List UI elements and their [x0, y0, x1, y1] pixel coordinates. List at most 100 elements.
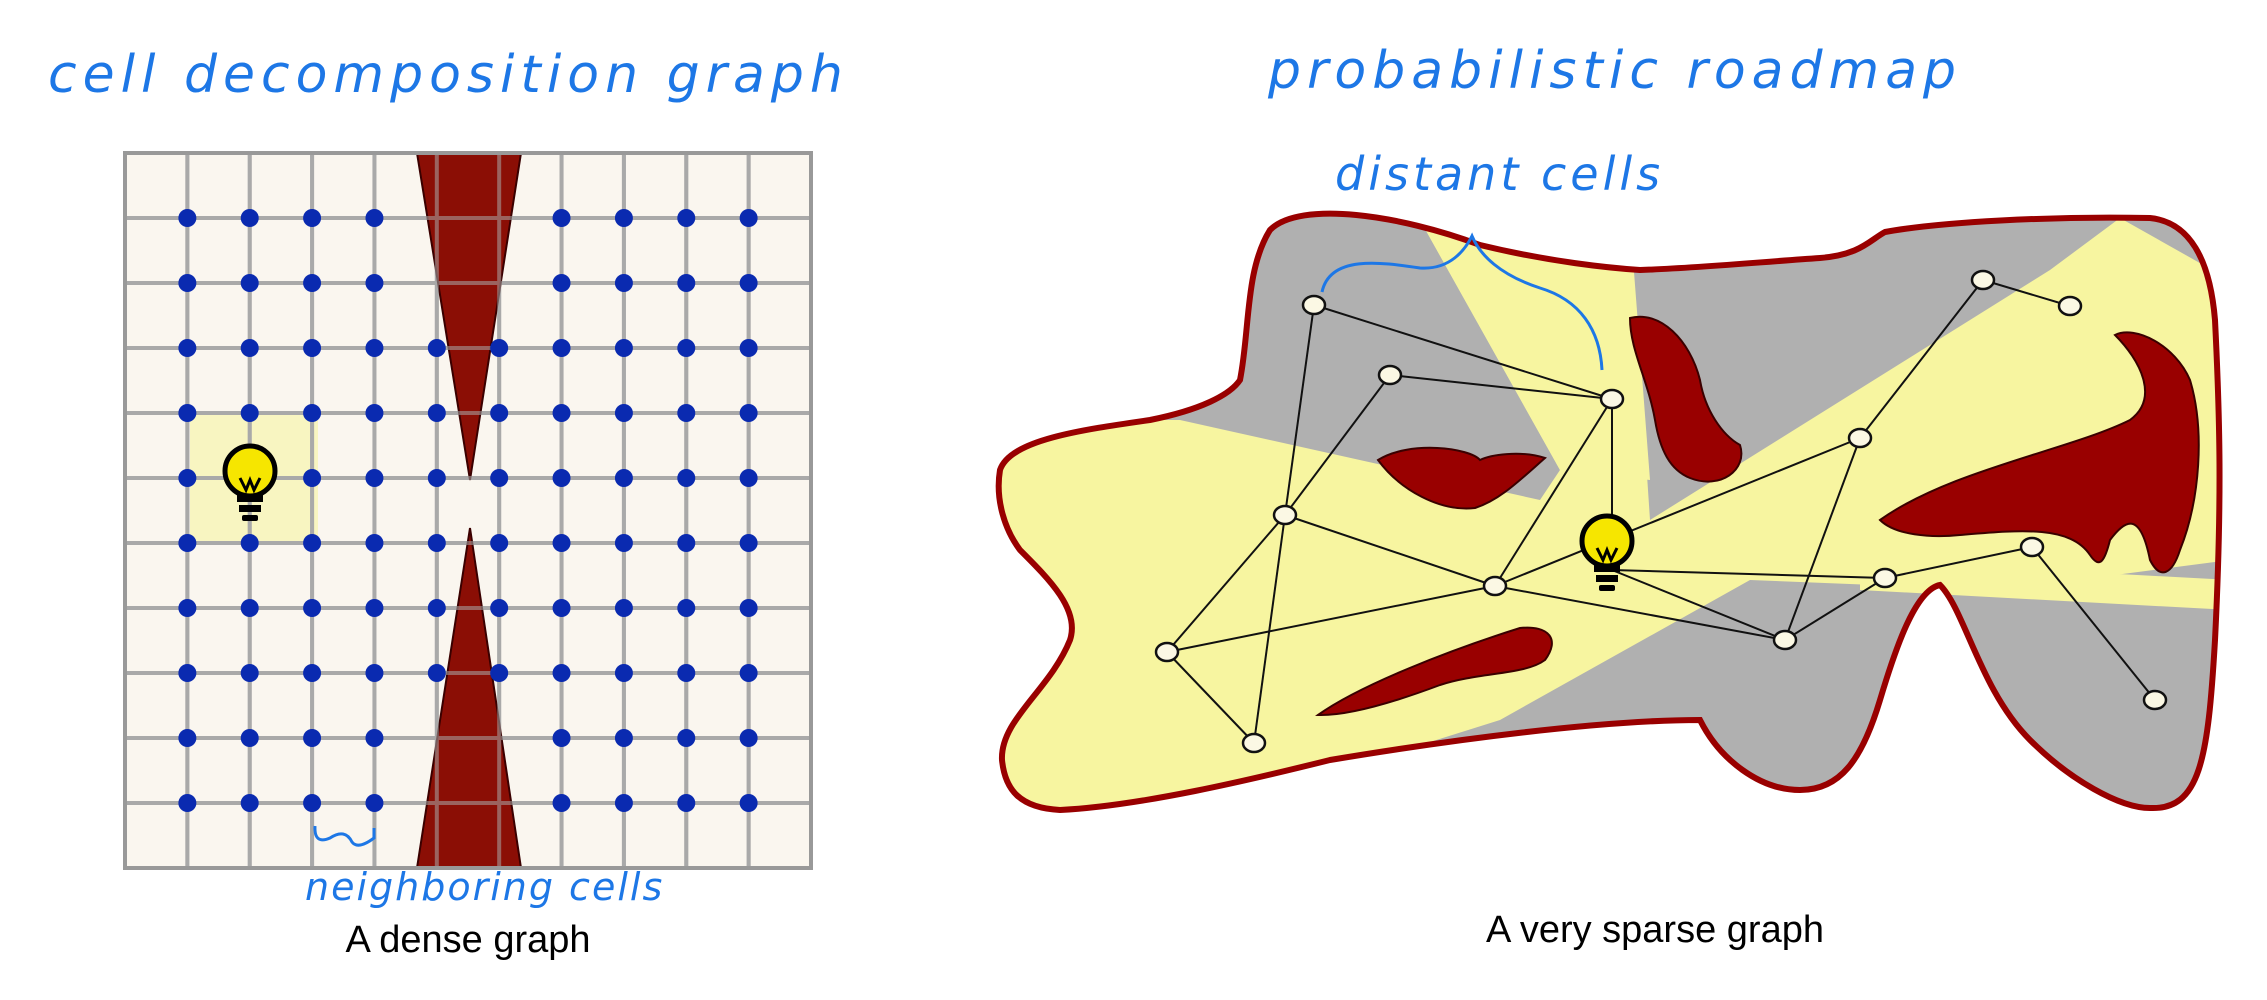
grid-node	[739, 794, 758, 812]
grid-border	[123, 151, 813, 870]
roadmap-nodes	[1154, 269, 2168, 754]
roadmap-node	[1482, 575, 1508, 597]
grid-node	[427, 339, 446, 357]
obstacle-bottom-wedge	[415, 527, 523, 868]
roadmap-node	[1377, 364, 1403, 386]
grid-node	[739, 469, 758, 487]
grid-node	[552, 599, 571, 617]
grid-node	[490, 404, 509, 422]
grid-node	[739, 664, 758, 682]
right-title: probabilistic roadmap	[1267, 41, 1962, 101]
grid-node	[240, 729, 259, 747]
grid-node	[739, 209, 758, 227]
grid-node	[739, 599, 758, 617]
grid-node	[552, 209, 571, 227]
grid-node	[303, 404, 322, 422]
grid-node	[552, 404, 571, 422]
grid-node	[427, 469, 446, 487]
grid-node	[178, 469, 197, 487]
grid-node	[427, 664, 446, 682]
grid-node	[552, 469, 571, 487]
grid-node	[178, 274, 197, 292]
grid-node	[614, 339, 633, 357]
grid-node	[178, 729, 197, 747]
grid-node	[739, 404, 758, 422]
grid-node	[614, 274, 633, 292]
grid-node	[739, 729, 758, 747]
grid-node	[303, 664, 322, 682]
grid-node	[240, 599, 259, 617]
grid-node	[677, 274, 696, 292]
grid-node	[490, 534, 509, 552]
roadmap-node	[1272, 504, 1298, 526]
grid-node	[614, 534, 633, 552]
obstacle-4	[1315, 626, 1553, 717]
roadmap-edges	[1166, 279, 2156, 744]
roadmap-node	[2019, 536, 2045, 558]
grid-node	[677, 534, 696, 552]
grid-node	[552, 794, 571, 812]
grid-node	[614, 469, 633, 487]
roadmap-node	[1970, 269, 1996, 291]
grid-node	[552, 534, 571, 552]
obstacle-1	[1376, 446, 1547, 510]
grid-node	[552, 729, 571, 747]
grid-node	[490, 664, 509, 682]
grid-node	[365, 274, 384, 292]
grid-node	[240, 534, 259, 552]
grid-node	[365, 794, 384, 812]
roadmap-node	[1154, 641, 1180, 663]
neighbor-annotation: neighboring cells	[305, 865, 664, 909]
grid-node	[303, 599, 322, 617]
grid-node	[303, 469, 322, 487]
grid-node	[677, 794, 696, 812]
grid-node	[303, 729, 322, 747]
roadmap-node	[1301, 294, 1327, 316]
distant-brace	[1320, 232, 1604, 371]
grid-node	[739, 274, 758, 292]
obstacle-top-wedge	[415, 153, 523, 481]
grid-node	[427, 534, 446, 552]
grid-node	[552, 339, 571, 357]
roadmap-node	[1599, 388, 1625, 410]
grid-node	[677, 664, 696, 682]
grid-node	[365, 664, 384, 682]
grid-node	[365, 339, 384, 357]
grid-node	[490, 339, 509, 357]
obstacle-3	[1878, 331, 2200, 574]
grid-node	[677, 729, 696, 747]
distant-annotation: distant cells	[1335, 147, 1664, 201]
grid-node	[614, 209, 633, 227]
right-caption: A very sparse graph	[1486, 909, 1824, 951]
grid-node	[303, 794, 322, 812]
left-title: cell decomposition graph	[48, 45, 849, 105]
grid-node	[677, 209, 696, 227]
grid-node	[677, 339, 696, 357]
grid-node	[490, 469, 509, 487]
grid-node	[178, 339, 197, 357]
grid-node	[552, 274, 571, 292]
grid-node	[614, 794, 633, 812]
grid-node	[614, 729, 633, 747]
left-caption: A dense graph	[345, 919, 590, 961]
grid-node	[677, 469, 696, 487]
light-bulb-icon	[222, 443, 278, 521]
grid-node	[240, 339, 259, 357]
roadmap-node	[2142, 689, 2168, 711]
roadmap-node	[1772, 629, 1798, 651]
grid-node	[677, 404, 696, 422]
grid-node	[365, 404, 384, 422]
grid-node	[614, 664, 633, 682]
grid-node	[490, 599, 509, 617]
roadmap-node	[2057, 295, 2083, 317]
grid-node	[365, 209, 384, 227]
grid-node	[427, 599, 446, 617]
grid-node	[303, 274, 322, 292]
cell-grid	[123, 151, 813, 870]
grid-node	[178, 534, 197, 552]
grid-node	[178, 209, 197, 227]
grid-node	[614, 599, 633, 617]
grid-node	[365, 534, 384, 552]
grid-node	[365, 599, 384, 617]
